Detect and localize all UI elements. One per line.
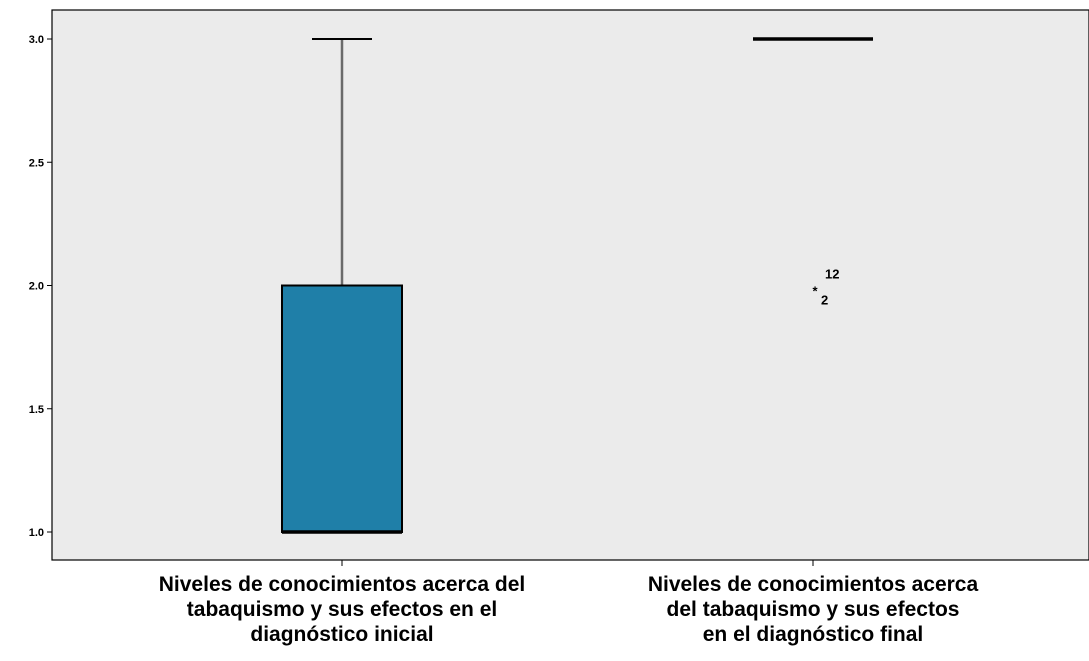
y-tick-label: 2.5 <box>29 157 44 169</box>
category-label-line: Niveles de conocimientos acerca del <box>159 573 526 596</box>
plot-area <box>51 9 1089 561</box>
outlier-case-label: 2 <box>821 293 828 308</box>
category-label-line: diagnóstico inicial <box>250 623 433 646</box>
category-label-line: del tabaquismo y sus efectos <box>667 598 960 621</box>
box-iqr <box>281 284 403 533</box>
y-tick-label: 3.0 <box>29 34 44 46</box>
outlier-marker: * <box>812 284 818 299</box>
category-label-line: tabaquismo y sus efectos en el <box>187 598 497 621</box>
category-label-line: en el diagnóstico final <box>703 623 924 646</box>
category-label-line: Niveles de conocimientos acerca <box>648 573 979 596</box>
outlier-case-label: 12 <box>825 267 839 282</box>
y-tick-label: 1.0 <box>29 527 44 539</box>
y-tick-label: 2.0 <box>29 281 44 293</box>
y-tick-label: 1.5 <box>29 404 44 416</box>
